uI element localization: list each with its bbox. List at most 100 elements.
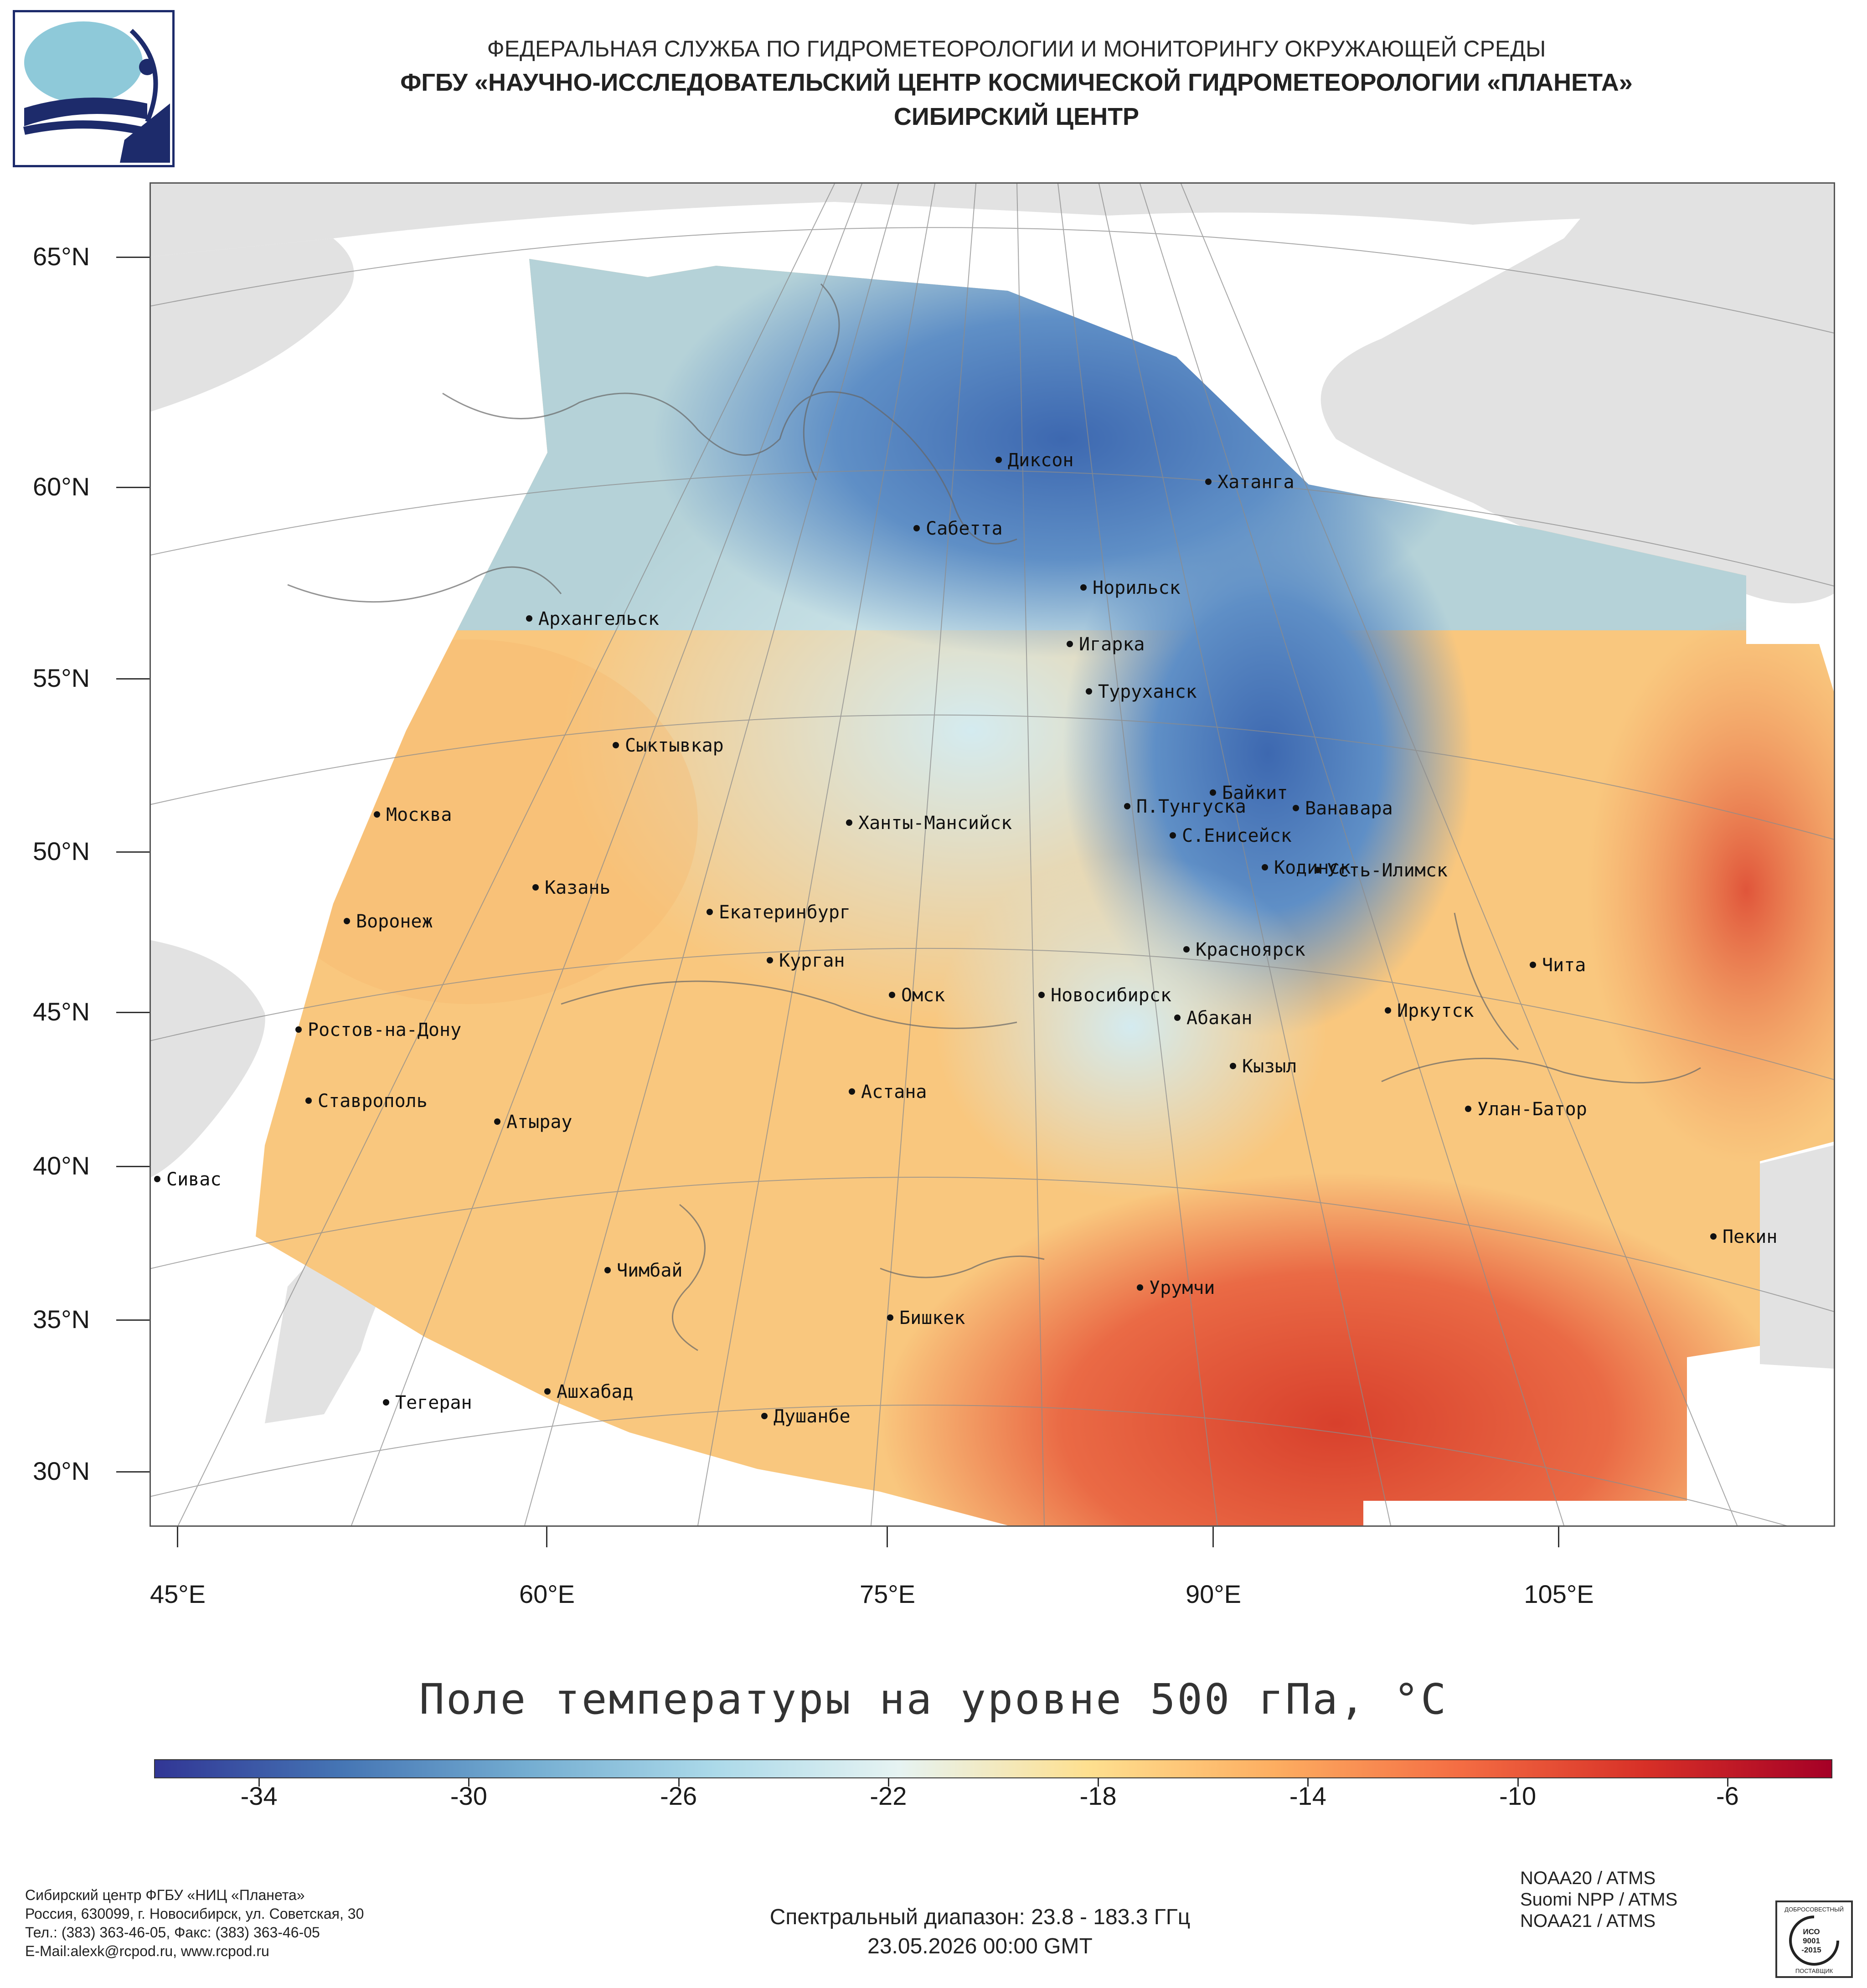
city-label: Иркутск: [1397, 1000, 1474, 1021]
city-label: Диксон: [1008, 450, 1074, 471]
city-label: Игарка: [1079, 634, 1145, 655]
colorbar-tick-label: -22: [870, 1782, 907, 1810]
colorbar-tick-label: -30: [450, 1782, 487, 1810]
city-label: Курган: [779, 950, 845, 971]
colorbar-tick-label: -6: [1716, 1782, 1739, 1810]
spectral-range: Спектральный диапазон: 23.8 - 183.3 ГГц: [769, 1905, 1191, 1929]
city-dot: [532, 884, 539, 891]
iso-year: -2015: [1801, 1946, 1821, 1954]
city-label: Атырау: [506, 1112, 572, 1133]
city-label: Кодинск: [1274, 857, 1351, 878]
city-label: Кызыл: [1242, 1056, 1297, 1077]
lat-label: 40°N: [33, 1151, 90, 1180]
city-label: Байкит: [1222, 783, 1288, 803]
city-dot: [1080, 584, 1087, 591]
colorbar-tick: [887, 1778, 889, 1787]
sensor-list: NOAA20 / ATMS Suomi NPP / ATMS NOAA21 / …: [1520, 1868, 1677, 1932]
contact-info: Сибирский центр ФГБУ «НИЦ «Планета» Росс…: [25, 1886, 364, 1961]
city-dot: [494, 1118, 500, 1125]
contact-line: Россия, 630099, г. Новосибирск, ул. Сове…: [25, 1906, 364, 1922]
colorbar-tick: [1727, 1778, 1728, 1787]
city-label: Урумчи: [1149, 1277, 1215, 1298]
lat-label: 65°N: [33, 242, 90, 271]
logo: [13, 10, 175, 167]
city-markers: Диксон Хатанга Сабетта Норильск Архангел…: [154, 450, 1777, 1427]
temperature-map: Диксон Хатанга Сабетта Норильск Архангел…: [151, 184, 1834, 1525]
iso-text: ИСО: [1803, 1927, 1820, 1936]
city-label: Астана: [861, 1082, 927, 1102]
city-label: Сыктывкар: [625, 735, 724, 756]
city-dot: [383, 1399, 389, 1406]
city-dot: [1293, 805, 1299, 811]
city-label: Сабетта: [926, 518, 1003, 539]
lon-label: 45°E: [150, 1580, 206, 1608]
iso-top-text: ДОБРОСОВЕСТНЫЙ: [1784, 1906, 1844, 1913]
city-label: Ханты-Мансийск: [858, 813, 1012, 834]
lat-tick: [116, 1012, 150, 1013]
sensor-item: Suomi NPP / ATMS: [1520, 1890, 1678, 1910]
lat-tick: [116, 487, 150, 488]
colorbar-tick: [1307, 1778, 1309, 1787]
contact-line: E-Mail:alexk@rcpod.ru, www.rcpod.ru: [25, 1943, 269, 1959]
city-label: Екатеринбург: [719, 902, 851, 923]
city-label: Туруханск: [1098, 681, 1197, 702]
sensor-item: NOAA21 / ATMS: [1520, 1911, 1656, 1931]
city-dot: [295, 1026, 302, 1033]
city-dot: [1170, 832, 1176, 839]
city-label: Казань: [545, 877, 611, 898]
city-dot: [889, 992, 895, 998]
city-dot: [604, 1267, 611, 1273]
city-label: Тегеран: [395, 1392, 472, 1413]
city-label: Усть-Илимск: [1327, 860, 1448, 881]
colorbar-tick-label: -26: [660, 1782, 697, 1810]
planeta-logo-icon: [23, 21, 170, 163]
colorbar-tick: [678, 1778, 680, 1787]
city-dot: [1038, 992, 1045, 998]
lon-tick: [887, 1527, 888, 1547]
city-label: Омск: [901, 985, 945, 1006]
colorbar-tick: [258, 1778, 260, 1787]
city-dot: [1262, 864, 1268, 870]
iso-badge: ДОБРОСОВЕСТНЫЙ ИСО 9001 -2015 ПОСТАВЩИК: [1775, 1900, 1853, 1978]
lat-tick: [116, 678, 150, 680]
city-dot: [1205, 479, 1212, 485]
city-dot: [1710, 1233, 1717, 1240]
city-dot: [1385, 1007, 1391, 1014]
sensor-item: NOAA20 / ATMS: [1520, 1868, 1656, 1888]
lon-label: 60°E: [519, 1580, 575, 1608]
city-dot: [1183, 946, 1190, 953]
city-dot: [526, 615, 532, 622]
city-dot: [849, 1088, 855, 1095]
city-label: Новосибирск: [1051, 985, 1171, 1006]
iso-number: 9001: [1803, 1936, 1820, 1945]
lon-label: 90°E: [1185, 1580, 1242, 1608]
colorbar: [154, 1759, 1832, 1778]
iso-bottom-text: ПОСТАВЩИК: [1795, 1967, 1833, 1974]
city-dot: [761, 1413, 768, 1419]
product-info: Спектральный диапазон: 23.8 - 183.3 ГГц …: [702, 1903, 1258, 1961]
city-dot: [1530, 962, 1536, 968]
city-label: Улан-Батор: [1477, 1099, 1587, 1120]
lon-tick: [1558, 1527, 1559, 1547]
observation-datetime: 23.05.2026 00:00 GMT: [867, 1934, 1093, 1958]
lat-label: 50°N: [33, 837, 90, 865]
city-label: Абакан: [1186, 1008, 1253, 1029]
city-label: Ванавара: [1305, 798, 1393, 819]
lon-tick: [546, 1527, 547, 1547]
city-label: Норильск: [1093, 577, 1181, 598]
city-label: Чимбай: [617, 1260, 683, 1281]
colorbar-tick: [468, 1778, 470, 1787]
header-center: ФГБУ «НАУЧНО-ИССЛЕДОВАТЕЛЬСКИЙ ЦЕНТР КОС…: [400, 69, 1633, 96]
lat-tick: [116, 1471, 150, 1473]
header-agency: ФЕДЕРАЛЬНАЯ СЛУЖБА ПО ГИДРОМЕТЕОРОЛОГИИ …: [487, 36, 1546, 62]
lat-tick: [116, 1319, 150, 1321]
contact-line: Тел.: (383) 363-46-05, Факс: (383) 363-4…: [25, 1924, 320, 1941]
contact-line: Сибирский центр ФГБУ «НИЦ «Планета»: [25, 1887, 305, 1903]
city-dot: [544, 1388, 551, 1395]
city-label: Ставрополь: [318, 1091, 428, 1112]
lat-tick: [116, 1166, 150, 1167]
colorbar-tick-label: -14: [1289, 1782, 1326, 1810]
city-label: Ашхабад: [557, 1381, 634, 1402]
lat-label: 45°N: [33, 997, 90, 1026]
city-dot: [767, 957, 773, 963]
